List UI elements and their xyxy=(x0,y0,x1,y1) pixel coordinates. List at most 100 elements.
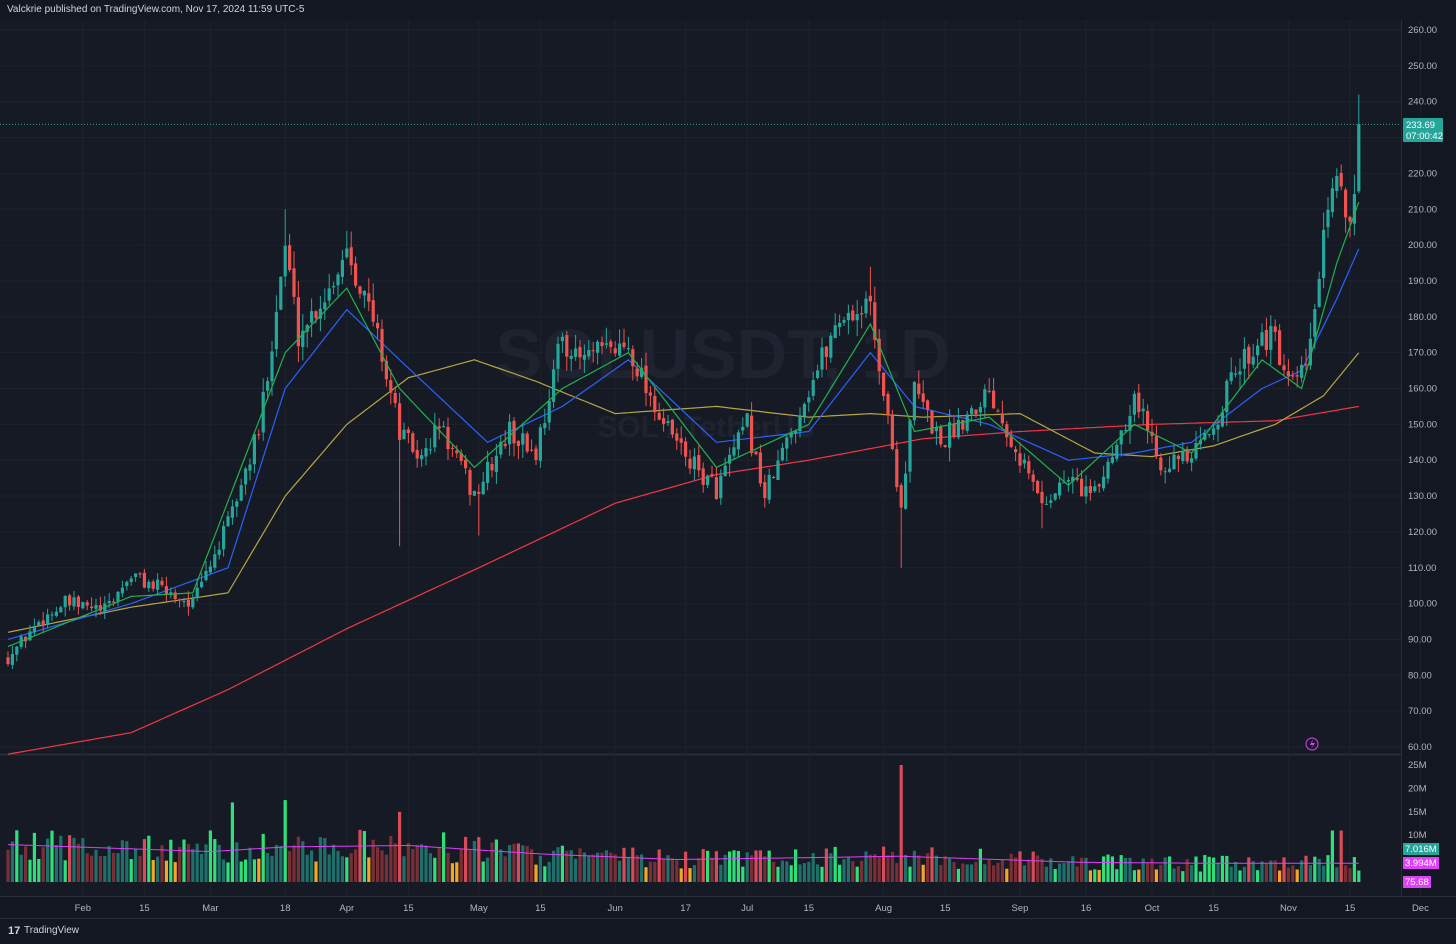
volume-bar xyxy=(200,853,204,882)
candle-body xyxy=(1234,373,1238,375)
volume-axis[interactable]: 25M 20M 15M 10M xyxy=(1408,760,1427,841)
candle-body xyxy=(587,350,591,357)
volume-bar xyxy=(323,838,327,882)
volume-bar xyxy=(345,857,349,882)
volume-bar xyxy=(1119,855,1123,882)
candle-body xyxy=(393,392,397,404)
candle-body xyxy=(829,335,833,358)
candle-body xyxy=(1132,393,1136,415)
candle-body xyxy=(494,455,498,472)
volume-bar xyxy=(1212,857,1216,882)
volume-bar xyxy=(1005,868,1009,882)
candle-body xyxy=(1172,454,1176,470)
volume-bar xyxy=(24,846,28,882)
volume-bar xyxy=(450,863,454,882)
candle-body xyxy=(824,346,828,357)
volume-bar xyxy=(895,863,899,882)
candle-body xyxy=(112,601,116,603)
candle-body xyxy=(741,426,745,431)
volume-bar xyxy=(926,853,930,882)
volume-bar xyxy=(85,853,89,882)
volume-bar xyxy=(1176,866,1180,882)
volume-bar xyxy=(1229,866,1233,882)
volume-bar xyxy=(1242,866,1246,882)
candle-body xyxy=(37,621,41,627)
price-tick-label: 250.00 xyxy=(1408,61,1437,72)
time-tick-label: Aug xyxy=(875,903,892,914)
volume-bar xyxy=(411,848,415,882)
volume-bar xyxy=(1124,857,1128,882)
volume-bar xyxy=(1190,865,1194,882)
candle-body xyxy=(767,474,771,500)
volume-bar xyxy=(468,850,472,882)
candle-body xyxy=(50,614,54,616)
price-tick-label: 190.00 xyxy=(1408,276,1437,287)
price-tick-label: 150.00 xyxy=(1408,419,1437,430)
candle-body xyxy=(380,328,384,362)
candle-body xyxy=(398,403,402,440)
candle-body xyxy=(1159,457,1163,471)
volume-bar xyxy=(1102,856,1106,882)
candle-body xyxy=(530,449,534,451)
volume-bar xyxy=(662,859,666,882)
price-axis[interactable]: 260.00250.00240.00230.00220.00210.00200.… xyxy=(1408,25,1437,753)
volume-bar xyxy=(684,851,688,882)
candle-body xyxy=(912,381,916,421)
candle-body xyxy=(974,409,978,415)
volume-bar xyxy=(552,850,556,882)
candle-body xyxy=(873,302,877,340)
candle-body xyxy=(217,549,221,555)
candle-body xyxy=(653,395,657,413)
volume-bar xyxy=(578,848,582,882)
brand-label[interactable]: TradingView xyxy=(24,925,80,936)
volume-bar xyxy=(1295,869,1299,882)
volume-bar xyxy=(723,854,727,882)
candle-body xyxy=(1163,471,1167,473)
candle-body xyxy=(780,447,784,461)
volume-bar xyxy=(376,847,380,882)
candle-body xyxy=(943,445,947,447)
time-tick-label: Jun xyxy=(608,903,623,914)
candle-body xyxy=(46,614,50,625)
candle-body xyxy=(81,602,85,609)
price-tick-label: 100.00 xyxy=(1408,599,1437,610)
volume-bar xyxy=(1216,862,1220,882)
time-tick-label: Nov xyxy=(1280,903,1297,914)
candle-body xyxy=(789,432,793,438)
volume-bar xyxy=(503,856,507,882)
candle-body xyxy=(1256,345,1260,356)
lightning-icon[interactable] xyxy=(1305,737,1319,751)
volume-bar xyxy=(1040,858,1044,882)
candle-body xyxy=(1344,189,1348,218)
candle-body xyxy=(28,631,32,641)
volume-bar xyxy=(618,860,622,882)
tradingview-logo-icon[interactable]: 17 xyxy=(8,925,21,937)
volume-bar xyxy=(596,852,600,882)
volume-bar xyxy=(961,863,965,882)
published-line: Valckrie published on TradingView.com, N… xyxy=(7,4,305,15)
candle-body xyxy=(776,460,780,480)
volume-bar xyxy=(494,839,498,882)
volume-bar xyxy=(983,864,987,882)
volume-bar xyxy=(477,837,481,882)
volume-bar xyxy=(587,856,591,882)
volume-bar xyxy=(1009,853,1013,882)
volume-bar xyxy=(934,855,938,882)
volume-bar xyxy=(138,855,142,882)
volume-bar xyxy=(798,864,802,882)
candle-body xyxy=(684,441,688,457)
volume-tick-label: 25M xyxy=(1408,760,1427,771)
candle-body xyxy=(336,274,340,286)
volume-bar xyxy=(72,837,76,882)
volume-bar xyxy=(582,852,586,882)
volume-bar xyxy=(490,842,494,882)
candle-body xyxy=(173,592,177,599)
volume-bar xyxy=(1313,856,1317,882)
candle-body xyxy=(525,433,529,452)
candle-body xyxy=(710,474,714,477)
volume-bar xyxy=(1238,870,1242,882)
candle-body xyxy=(728,454,732,464)
time-axis[interactable]: Feb 15 Mar 18 Apr 15 May 15 Jun 17 Jul 15 Aug 15 Sep 16… xyxy=(75,903,1429,914)
candle-body xyxy=(1049,500,1053,503)
